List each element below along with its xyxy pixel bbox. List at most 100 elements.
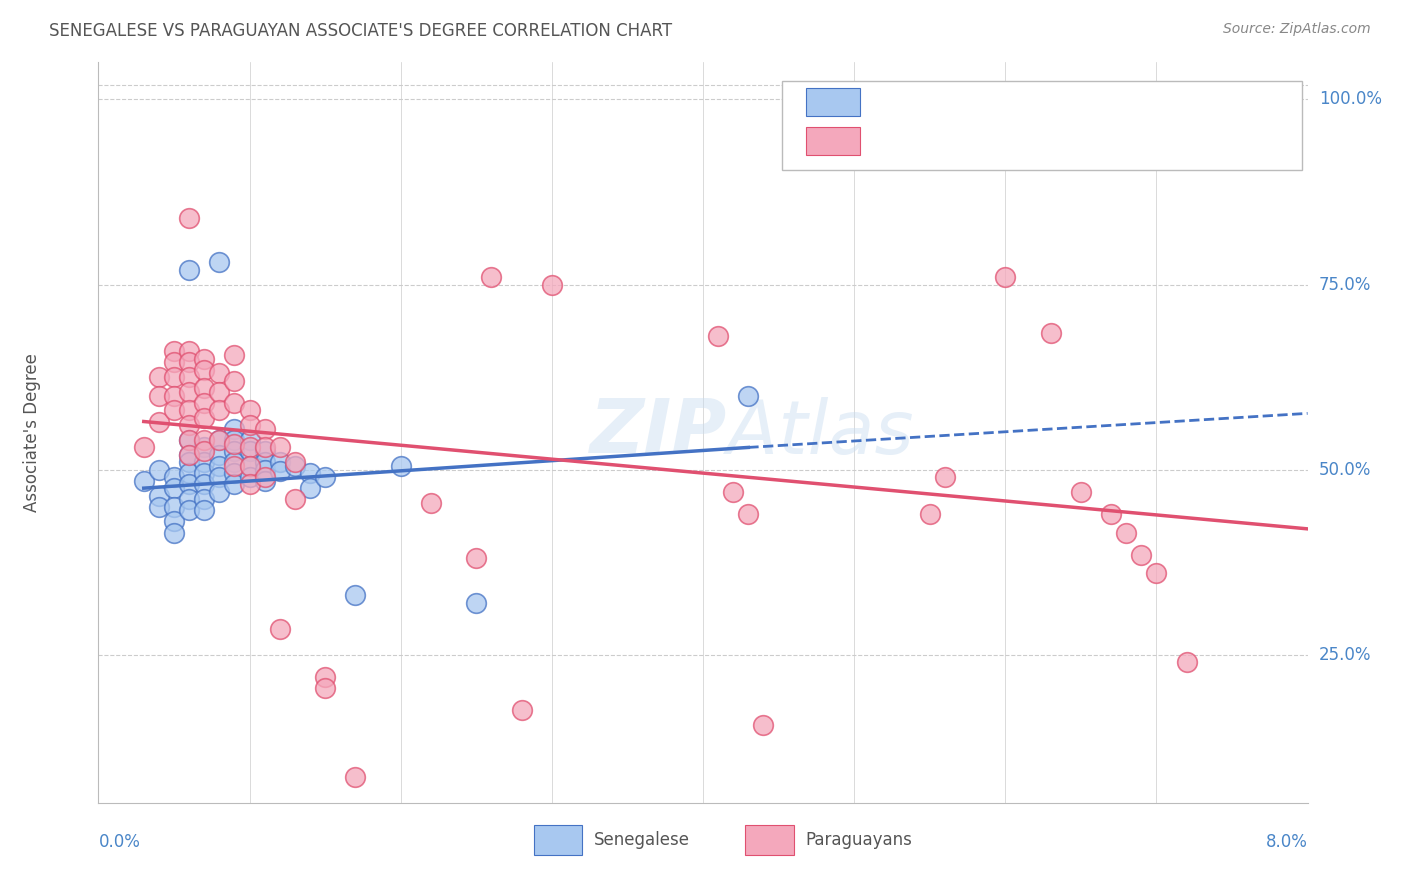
Point: [148, 370, 170, 384]
Point: [239, 433, 262, 447]
Point: [239, 458, 262, 473]
Text: ZIP: ZIP: [591, 396, 727, 469]
Point: [163, 500, 186, 514]
Point: [193, 381, 215, 395]
Point: [1099, 507, 1122, 521]
Point: [179, 403, 201, 417]
Point: [299, 467, 322, 481]
Point: [132, 474, 155, 488]
Point: [253, 470, 276, 484]
Point: [208, 403, 231, 417]
Point: [1175, 655, 1198, 669]
Point: [179, 355, 201, 369]
Point: [224, 422, 246, 436]
Text: 53: 53: [1168, 93, 1194, 111]
Point: [269, 622, 291, 636]
Point: [239, 403, 262, 417]
Point: [224, 348, 246, 362]
Point: [193, 455, 215, 469]
Point: [163, 370, 186, 384]
Point: [253, 455, 276, 469]
Point: [193, 362, 215, 376]
Point: [208, 255, 231, 269]
Point: [163, 525, 186, 540]
Text: 0.0%: 0.0%: [98, 833, 141, 851]
Point: [193, 477, 215, 491]
Point: [465, 596, 488, 610]
Point: [314, 681, 336, 695]
Point: [224, 477, 246, 491]
Point: [737, 507, 759, 521]
Point: [179, 384, 201, 399]
Point: [344, 589, 367, 603]
Point: [510, 703, 533, 717]
Point: [179, 370, 201, 384]
Point: [179, 448, 201, 462]
Text: 50.0%: 50.0%: [1319, 460, 1371, 479]
Text: 0.112: 0.112: [976, 93, 1032, 111]
Point: [148, 500, 170, 514]
FancyBboxPatch shape: [745, 825, 794, 855]
Point: [179, 433, 201, 447]
Point: [179, 262, 201, 277]
Point: [193, 503, 215, 517]
Text: R =: R =: [879, 93, 917, 111]
Point: [224, 433, 246, 447]
Point: [239, 418, 262, 433]
Point: [163, 389, 186, 403]
Text: Associate's Degree: Associate's Degree: [22, 353, 41, 512]
Point: [193, 410, 215, 425]
Point: [208, 367, 231, 381]
Point: [208, 458, 231, 473]
Point: [934, 470, 956, 484]
Point: [224, 436, 246, 450]
FancyBboxPatch shape: [806, 88, 860, 117]
Point: [179, 344, 201, 359]
Point: [1070, 484, 1092, 499]
Text: Paraguayans: Paraguayans: [806, 830, 912, 849]
Point: [269, 464, 291, 478]
Point: [239, 458, 262, 473]
Point: [389, 458, 412, 473]
Point: [224, 374, 246, 388]
Text: 8.0%: 8.0%: [1265, 833, 1308, 851]
Point: [314, 470, 336, 484]
Point: [208, 433, 231, 447]
FancyBboxPatch shape: [806, 127, 860, 155]
Point: [253, 462, 276, 476]
FancyBboxPatch shape: [782, 81, 1302, 169]
Point: [994, 270, 1017, 285]
Point: [284, 492, 307, 507]
Point: [224, 458, 246, 473]
Text: Atlas: Atlas: [727, 397, 914, 468]
Text: 68: 68: [1168, 133, 1194, 151]
Point: [193, 444, 215, 458]
Point: [163, 470, 186, 484]
Point: [253, 444, 276, 458]
Point: [163, 481, 186, 495]
Point: [253, 441, 276, 455]
Point: [179, 455, 201, 469]
Point: [284, 458, 307, 473]
Text: R = -0.196: R = -0.196: [879, 133, 976, 151]
Point: [148, 489, 170, 503]
Point: [723, 484, 745, 499]
Text: SENEGALESE VS PARAGUAYAN ASSOCIATE'S DEGREE CORRELATION CHART: SENEGALESE VS PARAGUAYAN ASSOCIATE'S DEG…: [49, 22, 672, 40]
Text: 100.0%: 100.0%: [1319, 90, 1382, 109]
Point: [284, 455, 307, 469]
Point: [224, 396, 246, 410]
Point: [253, 422, 276, 436]
Point: [163, 344, 186, 359]
Point: [148, 415, 170, 429]
Point: [344, 770, 367, 784]
Point: [918, 507, 941, 521]
Point: [737, 389, 759, 403]
Point: [1144, 566, 1167, 581]
Point: [224, 467, 246, 481]
Point: [752, 718, 775, 732]
Point: [148, 462, 170, 476]
Text: Source: ZipAtlas.com: Source: ZipAtlas.com: [1223, 22, 1371, 37]
Point: [193, 433, 215, 447]
Point: [239, 470, 262, 484]
Point: [208, 433, 231, 447]
